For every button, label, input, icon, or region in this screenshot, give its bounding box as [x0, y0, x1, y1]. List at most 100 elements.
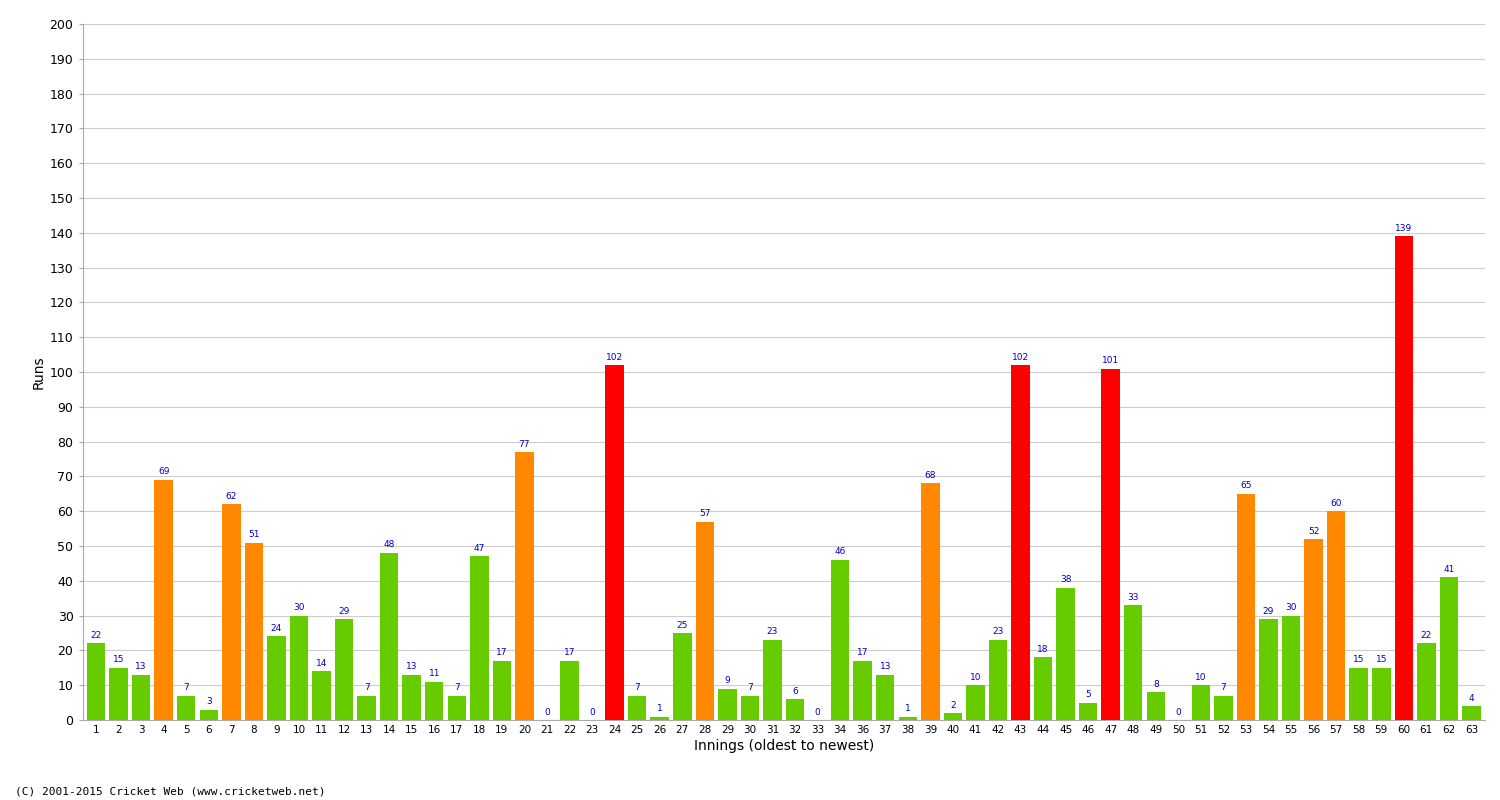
Bar: [177, 696, 195, 720]
Text: 7: 7: [747, 683, 753, 692]
Bar: [357, 696, 376, 720]
Text: 18: 18: [1038, 645, 1048, 654]
Bar: [606, 365, 624, 720]
Text: 62: 62: [225, 492, 237, 501]
Text: 30: 30: [292, 603, 304, 612]
Text: 48: 48: [384, 541, 394, 550]
Bar: [514, 452, 534, 720]
Bar: [290, 616, 308, 720]
Text: 68: 68: [924, 471, 936, 480]
Text: 139: 139: [1395, 224, 1413, 233]
Bar: [1260, 619, 1278, 720]
Text: 52: 52: [1308, 526, 1320, 535]
Text: 17: 17: [856, 648, 868, 658]
Text: 33: 33: [1128, 593, 1138, 602]
Bar: [628, 696, 646, 720]
Bar: [244, 542, 262, 720]
Bar: [1191, 685, 1210, 720]
Text: 10: 10: [1196, 673, 1206, 682]
Bar: [561, 661, 579, 720]
Bar: [424, 682, 444, 720]
Text: 0: 0: [590, 707, 596, 717]
Bar: [1214, 696, 1233, 720]
Text: 14: 14: [316, 659, 327, 668]
Text: 47: 47: [474, 544, 484, 553]
Text: 101: 101: [1102, 356, 1119, 365]
Bar: [1418, 643, 1436, 720]
Text: 51: 51: [248, 530, 259, 539]
Text: 24: 24: [272, 624, 282, 633]
Text: 102: 102: [606, 353, 622, 362]
Bar: [87, 643, 105, 720]
Bar: [1462, 706, 1480, 720]
Bar: [470, 557, 489, 720]
Bar: [380, 553, 399, 720]
Bar: [876, 674, 894, 720]
Bar: [741, 696, 759, 720]
Bar: [764, 640, 782, 720]
Bar: [696, 522, 714, 720]
Text: 23: 23: [993, 627, 1004, 637]
Bar: [110, 668, 128, 720]
Text: 23: 23: [766, 627, 778, 637]
Text: 7: 7: [634, 683, 640, 692]
Bar: [1056, 588, 1076, 720]
Text: 0: 0: [815, 707, 821, 717]
Bar: [334, 619, 354, 720]
Bar: [988, 640, 1006, 720]
Bar: [1350, 668, 1368, 720]
Bar: [1236, 494, 1256, 720]
Text: 15: 15: [1376, 655, 1388, 664]
Y-axis label: Runs: Runs: [32, 355, 45, 389]
Bar: [944, 713, 962, 720]
Text: 7: 7: [454, 683, 459, 692]
Text: 102: 102: [1013, 353, 1029, 362]
Text: 7: 7: [183, 683, 189, 692]
Text: 1: 1: [904, 704, 910, 713]
Bar: [154, 480, 172, 720]
Text: 65: 65: [1240, 482, 1251, 490]
Bar: [222, 504, 240, 720]
Text: 7: 7: [363, 683, 369, 692]
Bar: [1372, 668, 1390, 720]
Text: 17: 17: [496, 648, 507, 658]
Text: 22: 22: [90, 631, 102, 640]
Text: 15: 15: [112, 655, 125, 664]
Bar: [1078, 702, 1098, 720]
Text: 3: 3: [206, 697, 212, 706]
Bar: [966, 685, 984, 720]
Text: 30: 30: [1286, 603, 1298, 612]
Text: 29: 29: [1263, 606, 1274, 616]
Text: 22: 22: [1420, 631, 1432, 640]
Bar: [1034, 658, 1053, 720]
Text: 13: 13: [135, 662, 147, 671]
Text: 29: 29: [339, 606, 350, 616]
Text: 25: 25: [676, 621, 688, 630]
Text: 9: 9: [724, 676, 730, 685]
Bar: [1395, 236, 1413, 720]
Bar: [921, 483, 939, 720]
Bar: [267, 637, 285, 720]
Text: 7: 7: [1221, 683, 1227, 692]
Text: 10: 10: [969, 673, 981, 682]
Bar: [831, 560, 849, 720]
Bar: [1305, 539, 1323, 720]
Text: 4: 4: [1468, 694, 1474, 702]
Bar: [786, 699, 804, 720]
Bar: [1328, 511, 1346, 720]
Text: 8: 8: [1154, 680, 1158, 689]
Text: 15: 15: [1353, 655, 1365, 664]
Bar: [312, 671, 332, 720]
Text: 38: 38: [1060, 575, 1071, 584]
Bar: [402, 674, 422, 720]
Text: 17: 17: [564, 648, 576, 658]
Bar: [674, 633, 692, 720]
Bar: [1124, 605, 1143, 720]
Bar: [132, 674, 150, 720]
Text: 69: 69: [158, 467, 170, 477]
Bar: [853, 661, 871, 720]
Bar: [1282, 616, 1300, 720]
Bar: [1011, 365, 1031, 720]
Text: 5: 5: [1086, 690, 1090, 699]
Text: 60: 60: [1330, 498, 1342, 508]
